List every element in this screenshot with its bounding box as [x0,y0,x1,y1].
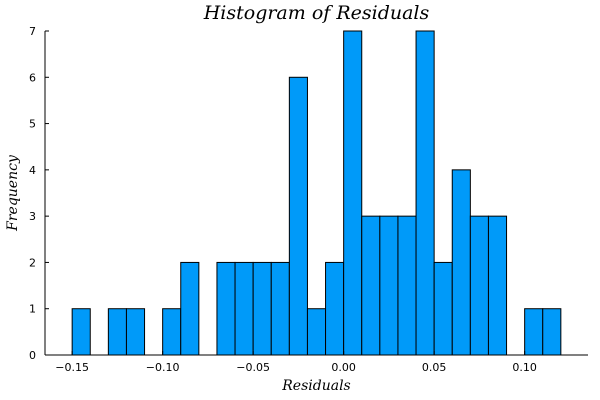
x-tick-label: 0.05 [422,361,447,374]
y-tick-label: 4 [29,164,36,177]
bars-group [71,30,562,356]
histogram-bar [397,215,417,356]
histogram-bar [180,261,200,356]
histogram-bar [216,261,236,356]
histogram-bar [234,261,254,356]
histogram-bar [252,261,272,356]
histogram-bar [524,308,544,356]
y-tick-label: 1 [29,303,36,316]
x-tick-label: 0.00 [331,361,356,374]
histogram-bar [107,308,127,356]
y-tick-label: 7 [29,25,36,38]
histogram-bar [361,215,381,356]
x-tick-label: −0.05 [236,361,270,374]
histogram-bar [379,215,399,356]
histogram-bar [415,30,435,356]
x-tick-label: −0.10 [146,361,180,374]
histogram-bar [433,261,453,356]
histogram-bar [343,30,363,356]
y-tick-label: 3 [29,210,36,223]
y-tick-label: 0 [29,349,36,362]
y-tick-label: 2 [29,256,36,269]
axes-group [44,31,588,356]
histogram-bar [270,261,290,356]
y-tick-label: 6 [29,71,36,84]
x-tick-label: 0.10 [512,361,537,374]
histogram-bar [125,308,146,356]
y-ticks-group: 0 1 2 3 4 5 6 7 [29,25,49,362]
histogram-bar [71,308,91,356]
y-axis-title: Frequency [5,154,21,232]
histogram-bar [469,215,489,356]
histogram-bar [288,76,308,356]
histogram-bar [162,308,182,356]
x-axis-title: Residuals [281,378,350,394]
x-ticks-group: −0.15 −0.10 −0.05 0.00 0.05 0.10 [55,351,537,374]
y-tick-label: 5 [29,118,36,131]
histogram-bar [325,261,345,356]
histogram-bar [487,215,508,356]
chart-title: Histogram of Residuals [203,2,430,24]
histogram-bar [306,308,327,356]
histogram-bar [451,169,471,356]
histogram-bar [542,308,562,356]
x-tick-label: −0.15 [55,361,89,374]
